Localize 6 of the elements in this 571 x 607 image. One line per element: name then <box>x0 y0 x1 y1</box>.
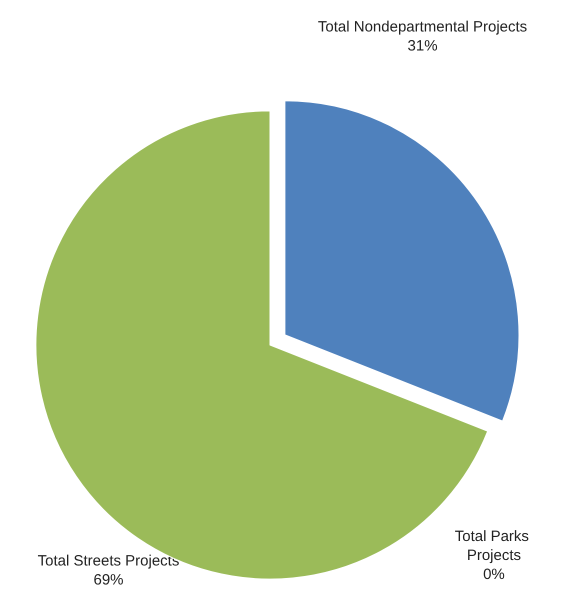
category-label: Total Parks Projects <box>454 528 529 564</box>
slice-label: Total Nondepartmental Projects <box>318 18 528 36</box>
text: 0% <box>483 566 505 583</box>
data-label: 31% <box>408 37 438 54</box>
data-label: 69% <box>93 572 124 589</box>
slice-label: Total Streets Projects <box>38 552 180 570</box>
